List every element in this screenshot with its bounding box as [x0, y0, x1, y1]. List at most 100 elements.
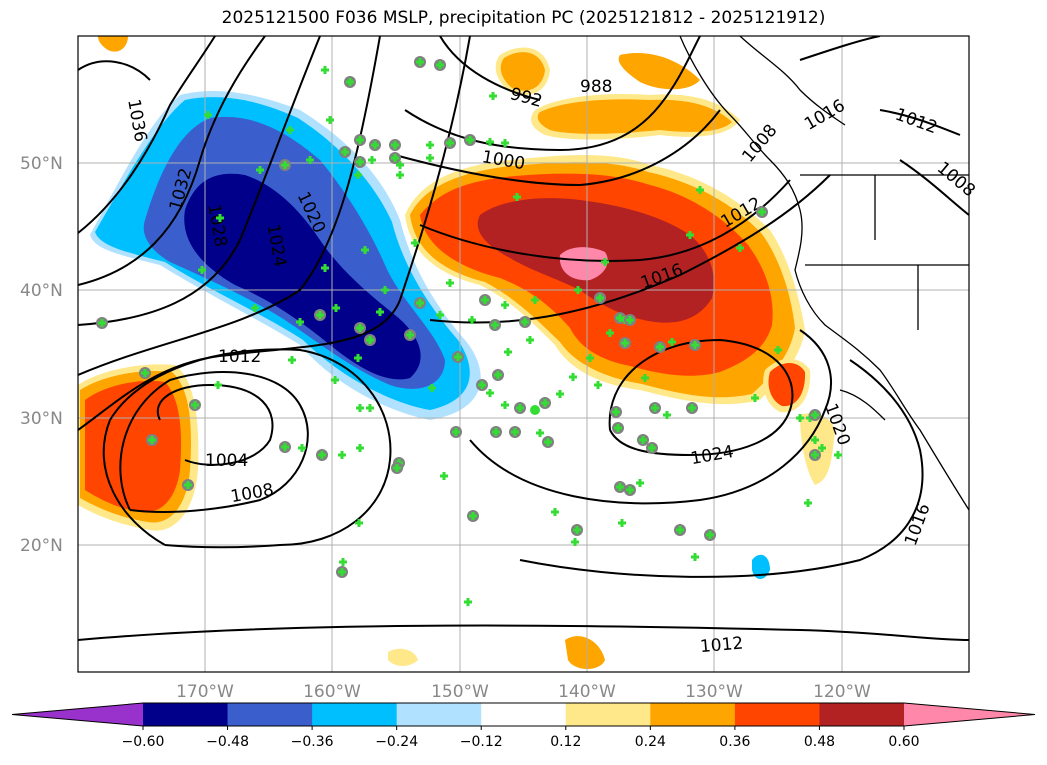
- station-plus: [601, 258, 609, 266]
- station-plus: [494, 371, 502, 379]
- station-plus: [504, 348, 512, 356]
- station-plus: [191, 401, 199, 409]
- colorbar-segment: [481, 703, 567, 726]
- station-plus: [184, 481, 192, 489]
- station-plus: [478, 381, 486, 389]
- station-plus: [811, 436, 819, 444]
- station-plus: [468, 316, 476, 324]
- station-plus: [811, 451, 819, 459]
- station-plus: [391, 141, 399, 149]
- station-plus: [551, 508, 559, 516]
- station-plus: [686, 231, 694, 239]
- station-plus: [612, 408, 620, 416]
- station-plus: [436, 311, 444, 319]
- station-plus: [834, 451, 842, 459]
- station-plus: [281, 443, 289, 451]
- chart-title: 2025121500 F036 MSLP, precipitation PC (…: [221, 8, 826, 28]
- lat-label-30n: 30°N: [20, 409, 63, 429]
- colorbar: −0.60 −0.48 −0.36 −0.24 −0.12 0.12 0.24 0.36 0.4…: [11, 702, 1036, 750]
- colorbar-segment: [396, 703, 482, 726]
- station-plus: [326, 116, 334, 124]
- station-plus: [594, 381, 602, 389]
- station-plus: [541, 399, 549, 407]
- station-plus: [396, 161, 404, 169]
- station-plus: [501, 301, 509, 309]
- station-plus: [251, 304, 259, 312]
- station-plus: [636, 479, 644, 487]
- station-plus: [656, 343, 664, 351]
- station-plus: [366, 336, 374, 344]
- lat-label-40n: 40°N: [20, 281, 63, 301]
- station-plus: [804, 499, 812, 507]
- isobars: [78, 36, 969, 641]
- colorbar-segment: [650, 703, 736, 726]
- station-plus: [489, 92, 497, 100]
- station-plus: [281, 161, 289, 169]
- station-plus: [648, 444, 656, 452]
- station-plus: [466, 136, 474, 144]
- station-plus: [204, 111, 212, 119]
- station-plus: [569, 373, 577, 381]
- station-plus: [332, 304, 340, 312]
- station-plus: [571, 538, 579, 546]
- station-plus: [688, 404, 696, 412]
- station-plus: [446, 279, 454, 287]
- precip-red-orange-se: [768, 363, 806, 407]
- station-circle: [530, 405, 540, 415]
- station-plus: [98, 319, 106, 327]
- station-plus: [521, 318, 529, 326]
- station-plus: [736, 244, 744, 252]
- colorbar-tick-label: −0.48: [206, 734, 249, 750]
- station-plus: [316, 311, 324, 319]
- station-plus: [339, 558, 347, 566]
- station-plus: [663, 411, 671, 419]
- station-plus: [396, 171, 404, 179]
- colorbar-tick-label: −0.36: [291, 734, 334, 750]
- station-plus: [639, 436, 647, 444]
- station-plus: [452, 428, 460, 436]
- station-plus: [544, 438, 552, 446]
- station-plus: [298, 444, 306, 452]
- colorbar-segment: [312, 703, 398, 726]
- station-plus: [574, 286, 582, 294]
- lon-label-130w: 130°W: [685, 682, 743, 702]
- station-plus: [454, 353, 462, 361]
- station-plus: [556, 390, 564, 398]
- station-plus: [288, 356, 296, 364]
- lon-label-160w: 160°W: [303, 682, 361, 702]
- station-plus: [501, 401, 509, 409]
- station-plus: [355, 519, 363, 527]
- station-plus: [513, 193, 521, 201]
- station-plus: [811, 411, 819, 419]
- station-plus: [486, 389, 494, 397]
- station-plus: [614, 424, 622, 432]
- station-plus: [411, 239, 419, 247]
- colorbar-tick-label: 0.48: [804, 734, 835, 750]
- lon-label-120w: 120°W: [813, 682, 871, 702]
- precip-orange-north: [500, 52, 545, 91]
- station-plus: [416, 299, 424, 307]
- lon-label-170w: 170°W: [176, 682, 234, 702]
- precip-red-orange-sw: [85, 380, 182, 513]
- lon-label-150w: 150°W: [431, 682, 489, 702]
- station-plus: [356, 158, 364, 166]
- lon-label-140w: 140°W: [558, 682, 616, 702]
- station-plus: [286, 126, 294, 134]
- station-plus: [296, 318, 304, 326]
- isobar-label: 1004: [205, 451, 248, 471]
- station-plus: [141, 369, 149, 377]
- station-plus: [491, 321, 499, 329]
- station-plus: [321, 66, 329, 74]
- precip-orange-north2: [537, 99, 732, 134]
- station-plus: [676, 526, 684, 534]
- station-plus: [416, 58, 424, 66]
- station-plus: [668, 338, 676, 346]
- map-frame: [77, 35, 970, 673]
- station-plus: [516, 404, 524, 412]
- station-plus: [573, 526, 581, 534]
- colorbar-tick-label: 0.12: [550, 734, 581, 750]
- station-plus: [341, 148, 349, 156]
- station-plus: [356, 324, 364, 332]
- colorbar-tick-label: −0.60: [122, 734, 165, 750]
